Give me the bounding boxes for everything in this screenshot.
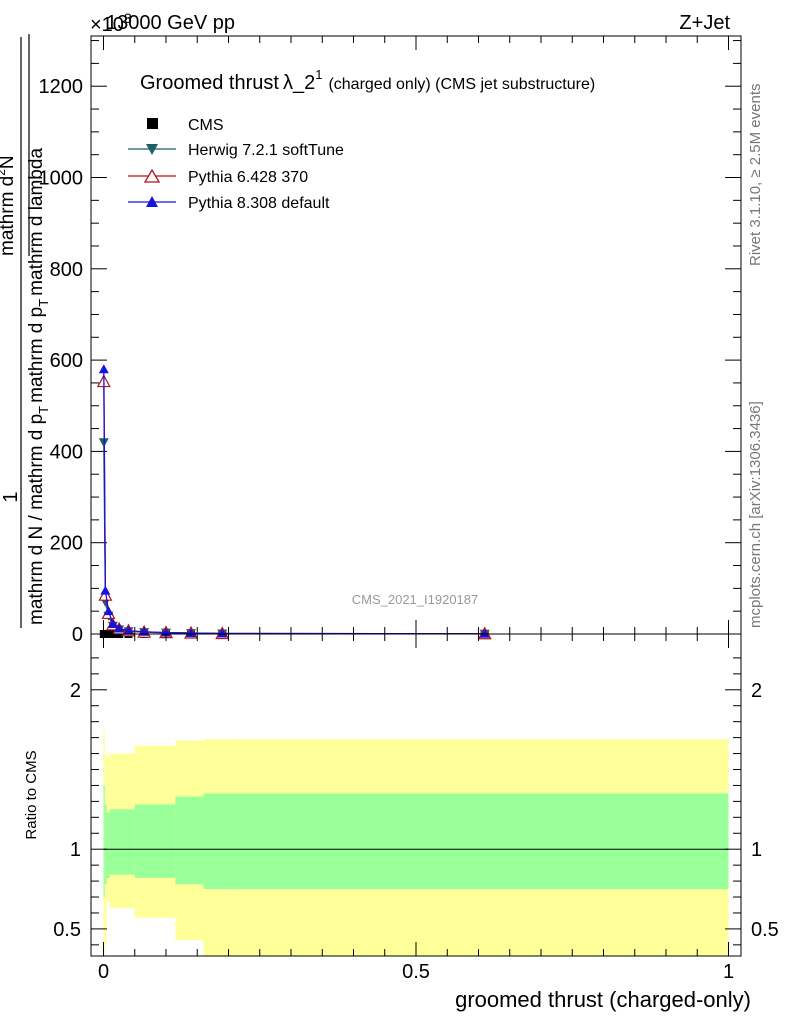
ratio-inner-band: [104, 804, 107, 885]
data-point-pythia8: [217, 628, 228, 638]
main-x-ticks: [103, 36, 729, 634]
ratio-y-tick-label: 2: [70, 680, 81, 702]
x-tick-label: 1: [723, 961, 734, 983]
legend-label-pythia8: Pythia 8.308 default: [188, 195, 330, 212]
legend-marker-pythia6: [143, 168, 161, 183]
ratio-y-ticks: 0.5 0.5 1 1 2 2: [53, 657, 779, 946]
energy-label: 13000 GeV pp: [106, 12, 235, 34]
ratio-y-tick-label-right: 2: [751, 680, 762, 702]
data-point-pythia8: [123, 625, 134, 635]
y-label-den-left: mathrm d N / mathrm d pTmathrm d pTmathr…: [26, 148, 51, 625]
data-point-pythia8: [100, 585, 111, 595]
process-label: Z+Jet: [679, 12, 730, 34]
chart-title: Groomed thrust λ_21(charged only) (CMS je…: [140, 67, 595, 94]
ratio-y-tick-label: 0.5: [53, 919, 81, 941]
y-tick-label: 800: [50, 259, 83, 281]
y-label-one: 1: [0, 491, 22, 502]
ratio-inner-band: [175, 796, 204, 885]
ratio-inner-band: [234, 793, 729, 890]
ratio-inner-band: [106, 812, 110, 878]
ratio-inner-band: [109, 809, 135, 875]
rivet-label: Rivet 3.1.10, ≥ 2.5M events: [747, 84, 764, 267]
ratio-inner-band: [103, 785, 105, 898]
legend: CMS Herwig 7.2.1 softTune Pythia 6.428 3…: [128, 117, 344, 212]
x-axis-label: groomed thrust (charged-only): [455, 987, 751, 1012]
y-label-num: mathrm d2N: [0, 155, 18, 256]
x-tick-label: 0: [98, 961, 109, 983]
y-tick-label: 400: [50, 441, 83, 463]
data-point-pythia8: [107, 618, 118, 628]
legend-label-cms: CMS: [188, 117, 224, 134]
ratio-y-tick-label-right: 0.5: [751, 919, 779, 941]
mcplots-label: mcplots.cern.ch [arXiv:1306.3436]: [747, 401, 764, 628]
exponent-label: ×103: [90, 10, 132, 36]
legend-label-herwig: Herwig 7.2.1 softTune: [188, 142, 344, 159]
data-point-pythia8: [98, 364, 109, 374]
y-tick-label: 1000: [39, 168, 84, 190]
data-point-pythia8: [139, 626, 150, 636]
data-point-pythia8: [103, 606, 114, 616]
main-panel: 0 200 400 600 800 1000 1200 Groomed thrust λ_21…: [0, 34, 742, 646]
y-tick-label: 200: [50, 533, 83, 555]
data-point-pythia8: [479, 628, 490, 638]
main-y-ticks: 0 200 400 600 800 1000 1200: [39, 40, 741, 646]
legend-marker-herwig: [146, 144, 158, 155]
ratio-y-tick-label-right: 1: [751, 839, 762, 861]
data-point-pythia8: [114, 623, 125, 633]
ratio-y-label: Ratio to CMS: [23, 750, 40, 839]
x-tick-label: 0.5: [402, 961, 430, 983]
analysis-watermark: CMS_2021_I1920187: [352, 592, 479, 607]
data-point-pythia8: [186, 628, 196, 638]
ratio-y-tick-label: 1: [70, 839, 81, 861]
y-tick-label: 0: [72, 624, 83, 646]
ratio-inner-band: [134, 804, 176, 878]
ratio-bands: [103, 729, 729, 956]
main-y-axis-label: 1 mathrm d N / mathrm d pTmathrm d pTmat…: [0, 34, 51, 628]
ratio-panel: 0.5 0.51 12 2 0 0.5 1 Ratio to CMS groomed th…: [23, 633, 779, 1012]
y-tick-label: 1200: [39, 76, 84, 98]
legend-marker-cms: [147, 118, 158, 129]
y-tick-label: 600: [50, 350, 83, 372]
legend-marker-pythia8: [146, 196, 158, 207]
ratio-inner-band: [203, 793, 235, 890]
legend-label-pythia6: Pythia 6.428 370: [188, 169, 308, 186]
ratio-x-ticks: 0 0.5 1: [98, 634, 734, 983]
